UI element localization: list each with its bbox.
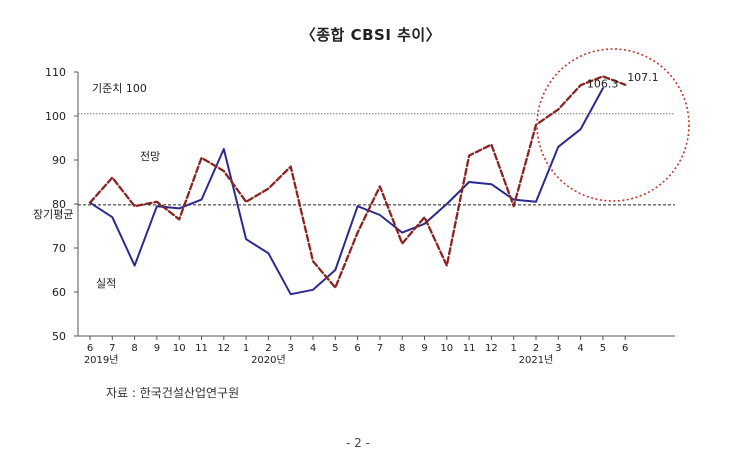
data-label-forecast-last: 107.1 [627,71,659,84]
data-point-actual [223,148,225,150]
x-tick-label: 5 [332,343,338,354]
data-point-forecast [267,188,269,190]
x-tick-label: 2 [533,343,539,354]
x-tick-label: 6 [87,343,93,354]
data-point-forecast [624,84,626,86]
data-point-actual [357,205,359,207]
y-tick-label: 100 [45,110,66,123]
data-label-actual-last: 106.3 [587,77,619,90]
data-point-forecast [134,205,136,207]
x-tick-label: 5 [600,343,606,354]
x-tick-label: 7 [377,343,383,354]
x-tick-label: 3 [555,343,561,354]
data-point-forecast [223,170,225,172]
x-tick-label: 9 [421,343,427,354]
series-label-forecast: 전망 [140,150,160,163]
data-point-forecast [490,144,492,146]
data-point-actual [267,252,269,254]
data-point-actual [245,238,247,240]
data-point-forecast [156,201,158,203]
data-point-actual [490,183,492,185]
x-tick-label: 12 [217,343,230,354]
data-point-forecast [446,265,448,267]
series-label-actual: 실적 [96,277,116,290]
data-point-actual [312,289,314,291]
y-tick-label: 60 [52,286,66,299]
x-tick-label: 6 [354,343,360,354]
data-point-forecast [423,216,426,218]
data-point-actual [423,223,426,225]
data-point-forecast [513,205,515,207]
data-point-actual [602,87,604,89]
reference-label-long-term-average: 장기평균 [33,208,73,221]
data-point-actual [557,146,559,148]
y-tick-label: 50 [52,330,66,343]
x-tick-label: 4 [577,343,583,354]
series-line-actual [89,87,604,296]
year-label: 2020년 [251,354,286,366]
y-tick-label: 110 [45,66,66,79]
data-point-actual [379,214,381,216]
data-point-forecast [580,84,582,86]
x-tick-label: 10 [173,343,186,354]
y-tick-label: 90 [52,154,66,167]
x-tick-label: 12 [485,343,498,354]
data-point-forecast [557,108,559,110]
chart-title: 〈종합 CBSI 추이〉 [300,26,442,44]
x-tick-label: 3 [288,343,294,354]
data-point-actual [468,181,470,183]
data-point-forecast [178,218,180,220]
data-point-forecast [245,201,247,203]
x-tick-label: 10 [440,343,453,354]
y-tick-label: 80 [52,198,66,211]
data-point-actual [134,265,136,267]
x-tick-label: 8 [399,343,405,354]
data-point-forecast [379,185,381,187]
highlight-circle [536,48,690,202]
data-point-actual [200,199,203,201]
data-point-forecast [312,260,314,262]
y-tick-label: 70 [52,242,66,255]
year-label: 2021년 [519,354,554,366]
data-point-forecast [357,232,359,234]
data-point-forecast [468,155,470,157]
data-point-actual [178,207,180,209]
data-point-forecast [200,157,203,159]
data-point-forecast [111,177,113,179]
source-note: 자료 : 한국건설산업연구원 [106,386,240,400]
data-point-forecast [401,243,403,245]
x-tick-label: 11 [463,343,476,354]
data-point-actual [401,232,403,234]
data-point-actual [535,201,537,203]
reference-label-100: 기준치 100 [92,82,147,95]
x-tick-label: 1 [511,343,517,354]
data-point-actual [513,199,515,201]
data-point-forecast [334,287,336,289]
x-tick-label: 4 [310,343,316,354]
data-point-actual [111,216,113,218]
data-point-actual [580,128,582,130]
page-number: - 2 - [346,436,370,450]
x-tick-label: 6 [622,343,628,354]
x-tick-label: 11 [195,343,208,354]
x-tick-label: 7 [109,343,115,354]
data-point-actual [290,293,292,295]
data-point-actual [156,205,158,207]
data-point-forecast [602,75,604,77]
data-point-forecast [89,202,91,204]
year-label: 2019년 [84,354,119,366]
data-point-actual [334,269,336,271]
x-tick-label: 9 [154,343,160,354]
x-tick-label: 1 [243,343,249,354]
data-point-forecast [290,166,292,168]
x-tick-label: 2 [265,343,271,354]
x-tick-label: 8 [131,343,137,354]
data-point-actual [446,203,448,205]
